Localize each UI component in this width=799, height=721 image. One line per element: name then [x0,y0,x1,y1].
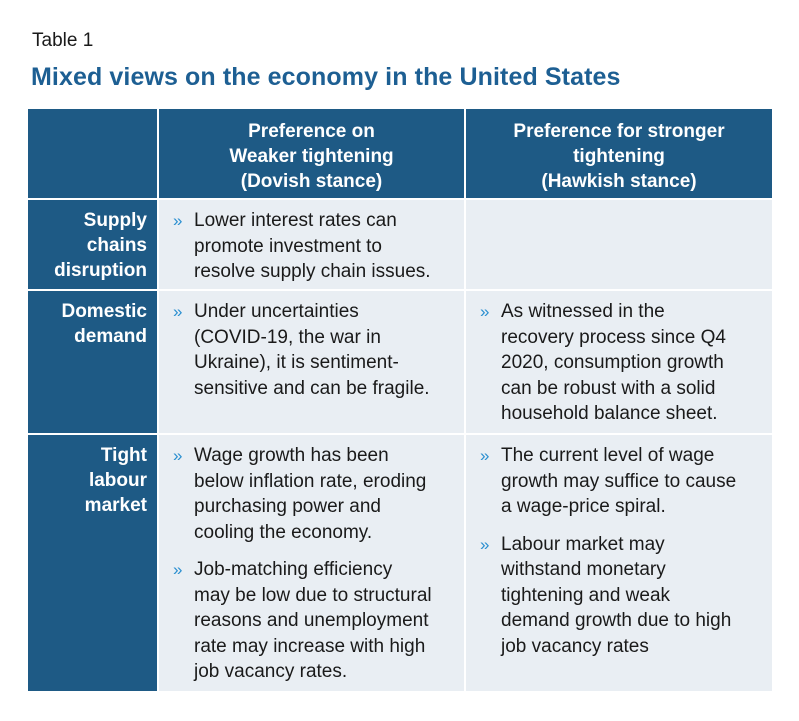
bullet-line: The current level of wage [501,445,715,466]
bullet-line: household balance sheet. [501,403,718,424]
bullet-line: 2020, consumption growth [501,352,724,373]
cell-demand-hawkish: » As witnessed in the recovery process s… [466,291,772,433]
row-label-line: disruption [54,260,147,281]
row-label-line: Tight [100,445,147,466]
row-label-line: market [84,495,147,516]
bullet-line: sensitive and can be fragile. [194,377,430,399]
bullet-line: purchasing power and [194,496,381,517]
comparison-table: Preference on Weaker tightening (Dovish … [28,109,772,691]
header-dovish-line: (Dovish stance) [240,171,383,192]
bullet-line: recovery process since Q4 [501,326,726,348]
chevron-bullet-icon: » [173,446,183,465]
header-dovish: Preference on Weaker tightening (Dovish … [159,109,464,198]
bullet-line: Labour market may [501,533,665,555]
chevron-bullet-icon: » [173,560,183,579]
bullet-line: rate may increase with high [194,635,426,657]
bullet-line: withstand monetary [501,559,666,580]
cell-supply-hawkish [466,200,772,289]
header-hawkish-line: (Hawkish stance) [541,171,697,192]
bullet-line: cooling the economy. [194,521,373,543]
bullet-line: promote investment to [194,235,382,257]
header-hawkish: Preference for stronger tightening (Hawk… [466,109,772,198]
cell-supply-dovish: » Lower interest rates can promote inves… [159,200,464,289]
bullet-line: below inflation rate, eroding [194,470,427,492]
chevron-bullet-icon: » [480,534,490,554]
cell-demand-dovish: » Under uncertainties (COVID-19, the war… [159,291,464,433]
bullet-item: » Job-matching efficiency may be low due… [169,557,454,685]
bullet-line: Ukraine), it is sentiment- [194,352,399,373]
bullet-item: » Labour market may withstand monetary t… [476,532,762,660]
row-label-line: chains [86,235,147,256]
chevron-bullet-icon: » [480,446,490,465]
table-title: Mixed views on the economy in the United… [31,63,621,91]
bullet-line: job vacancy rates [501,635,649,657]
bullet-line: Job-matching efficiency [194,559,393,580]
bullet-line: resolve supply chain issues. [194,261,431,282]
bullet-line: can be robust with a solid [501,377,716,399]
row-label-line: Domestic [61,301,147,322]
bullet-line: As witnessed in the [501,301,665,322]
table-number-label: Table 1 [32,30,94,51]
row-label-line: demand [74,326,147,347]
bullet-item: » Under uncertainties (COVID-19, the war… [169,299,454,401]
row-label-tight-labour-market: Tight labour market [28,435,157,691]
chevron-bullet-icon: » [173,302,183,321]
row-label-domestic-demand: Domestic demand [28,291,157,433]
bullet-line: growth may suffice to cause [501,470,737,492]
bullet-line: may be low due to structural [194,584,432,606]
bullet-item: » As witnessed in the recovery process s… [476,299,762,427]
cell-labour-hawkish: » The current level of wage growth may s… [466,435,772,691]
row-label-line: Supply [83,210,147,231]
chevron-bullet-icon: » [173,211,183,230]
header-hawkish-line: Preference for stronger [513,121,725,142]
header-corner-cell [28,109,157,198]
cell-labour-dovish: » Wage growth has been below inflation r… [159,435,464,691]
header-hawkish-line: tightening [573,146,665,167]
bullet-item: » The current level of wage growth may s… [476,443,762,520]
bullet-line: tightening and weak [501,584,671,606]
bullet-line: demand growth due to high [501,610,732,631]
bullet-line: Lower interest rates can [194,210,397,231]
bullet-line: a wage-price spiral. [501,496,666,517]
bullet-line: job vacancy rates. [194,661,348,682]
chevron-bullet-icon: » [480,302,490,321]
header-dovish-line: Preference on [248,121,375,142]
bullet-line: (COVID-19, the war in [194,326,381,348]
bullet-line: Under uncertainties [194,301,359,322]
row-label-supply-chains: Supply chains disruption [28,200,157,289]
row-label-line: labour [88,470,147,491]
header-dovish-line: Weaker tightening [229,146,394,167]
bullet-item: » Lower interest rates can promote inves… [169,208,454,285]
bullet-line: reasons and unemployment [194,610,429,631]
bullet-line: Wage growth has been [194,445,389,466]
bullet-item: » Wage growth has been below inflation r… [169,443,454,545]
